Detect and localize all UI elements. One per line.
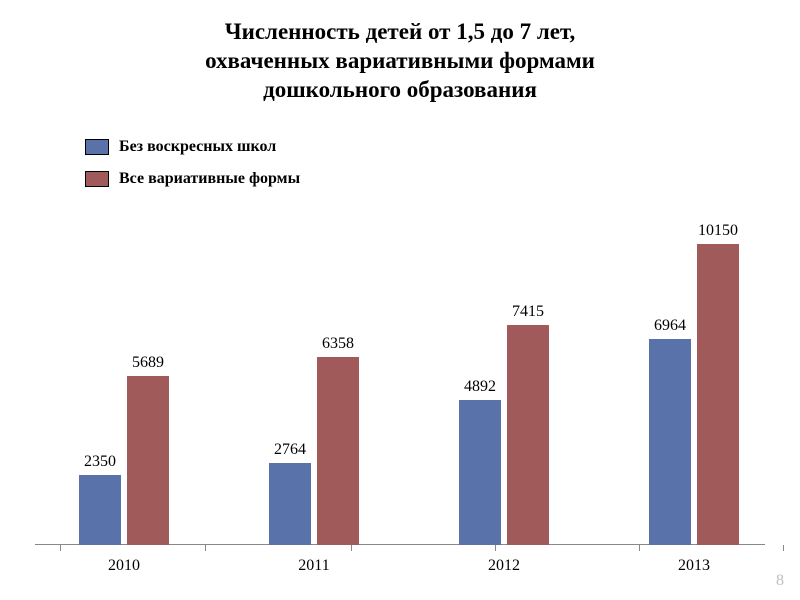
x-axis-tick bbox=[495, 545, 496, 551]
x-axis-tick bbox=[60, 545, 61, 551]
title-line-1: Численность детей от 1,5 до 7 лет, bbox=[225, 19, 576, 44]
bar bbox=[459, 400, 501, 545]
x-axis-tick bbox=[783, 545, 784, 551]
bar bbox=[317, 357, 359, 545]
bar bbox=[79, 475, 121, 545]
x-axis-tick bbox=[205, 545, 206, 551]
bar bbox=[127, 376, 169, 545]
bar bbox=[697, 244, 739, 545]
page-number: 8 bbox=[776, 572, 784, 590]
x-axis-label: 2013 bbox=[678, 557, 710, 575]
x-axis-label: 2011 bbox=[298, 557, 329, 575]
bar bbox=[507, 325, 549, 545]
title-line-3: дошкольного образования bbox=[263, 77, 537, 102]
bar-value-label: 7415 bbox=[488, 303, 568, 321]
bar-value-label: 10150 bbox=[678, 222, 758, 240]
x-axis-tick bbox=[639, 545, 640, 551]
bar bbox=[269, 463, 311, 545]
title-line-2: охваченных вариативными формами bbox=[205, 48, 595, 73]
bar bbox=[649, 339, 691, 545]
bar-value-label: 5689 bbox=[108, 354, 188, 372]
chart-title: Численность детей от 1,5 до 7 лет, охвач… bbox=[0, 18, 800, 104]
bar-value-label: 6358 bbox=[298, 335, 378, 353]
x-axis-tick bbox=[351, 545, 352, 551]
x-axis-label: 2012 bbox=[488, 557, 520, 575]
bar-chart: 2350568920102764635820114892741520126964… bbox=[35, 145, 765, 545]
slide: Численность детей от 1,5 до 7 лет, охвач… bbox=[0, 0, 800, 600]
x-axis-label: 2010 bbox=[108, 557, 140, 575]
